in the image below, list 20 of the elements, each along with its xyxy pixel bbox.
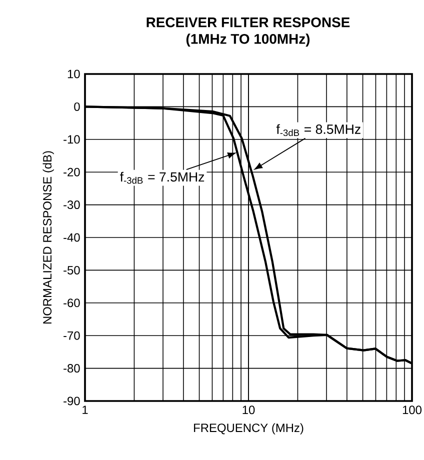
x-tick-label: 1 [82,406,88,414]
y-tick-label: -40 [64,233,80,242]
y-tick-label: -30 [64,200,80,210]
x-axis-title: FREQUENCY (MHz) [194,423,304,434]
y-tick-label: -60 [64,298,80,308]
chart-title: RECEIVER FILTER RESPONSE [146,17,350,28]
y-tick-label: -80 [64,364,80,373]
y-axis-title: NORMALIZED RESPONSE (dB) [42,151,54,324]
y-tick-label: -50 [64,266,80,274]
y-tick-label: 10 [68,70,80,78]
annotation: f$_{-3dB}$ = 8.5MHz [276,124,360,136]
annotation: f$_{-3dB}$ = 7.5MHz [120,172,204,184]
y-tick-label: -70 [64,331,80,340]
chart-subtitle: (1MHz TO 100MHz) [186,34,310,47]
y-tick-label: -20 [64,168,80,176]
y-tick-label: -90 [64,396,80,406]
x-tick-label: 10 [242,406,255,414]
y-tick-label: 0 [74,102,80,111]
x-tick-label: 100 [402,406,422,414]
y-tick-label: -10 [64,135,80,144]
